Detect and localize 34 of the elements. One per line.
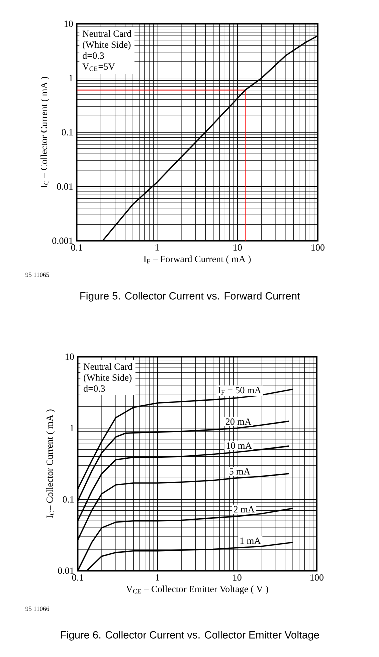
x-axis-title: I$_{F}$ – Forward Current ( mA ) <box>144 256 251 264</box>
series-label: 10 mA <box>226 442 252 450</box>
y-tick-label: 0.01 <box>58 568 74 574</box>
text: Figure 5. Collector Current vs. Forward Current <box>80 292 300 302</box>
y-axis-title: I$_{C}$– Collector Current ( mA ) <box>46 410 56 518</box>
series-label: 5 mA <box>230 468 251 475</box>
series-label: 20 mA <box>226 418 252 426</box>
annotation: (White Side) <box>84 374 132 383</box>
annotation: (White Side) <box>83 41 131 50</box>
x-axis-title: V$_{CE}$ – Collector Emitter Voltage ( V ) <box>126 586 268 594</box>
annotation: V$_{CE}$=5V <box>82 64 116 72</box>
x-tick-label: 100 <box>310 574 324 581</box>
y-tick-label: 0.1 <box>63 496 74 503</box>
y-tick-label: 0.1 <box>62 129 73 136</box>
y-axis-title: I$_{C}$ – Collector Current ( mA ) <box>40 77 50 188</box>
y-tick-label: 10 <box>64 20 74 28</box>
y-tick-label: 1 <box>70 75 73 82</box>
x-tick-label: 1 <box>156 574 160 581</box>
x-tick-label: 10 <box>233 574 242 581</box>
annotation: d=0.3 <box>82 52 104 60</box>
text: Figure 6. Collector Current vs. Collector Emitter Voltage <box>61 631 320 641</box>
y-tick-label: 0.001 <box>52 238 73 244</box>
x-tick-label: 10 <box>234 244 242 251</box>
series-label: I$_{F}$ = 50 mA <box>218 387 262 395</box>
x-tick-label: 100 <box>312 244 325 251</box>
series-label: 2 mA <box>234 506 255 513</box>
y-tick-label: 10 <box>66 354 74 360</box>
annotation: d=0.3 <box>84 385 106 392</box>
series-label: 1 mA <box>240 538 262 544</box>
y-tick-label: 1 <box>70 425 74 432</box>
annotation: Neutral Card <box>82 30 132 38</box>
y-tick-label: 0.01 <box>57 184 73 190</box>
annotation: Neutral Card <box>84 363 133 370</box>
x-tick-label: 1 <box>156 244 160 251</box>
